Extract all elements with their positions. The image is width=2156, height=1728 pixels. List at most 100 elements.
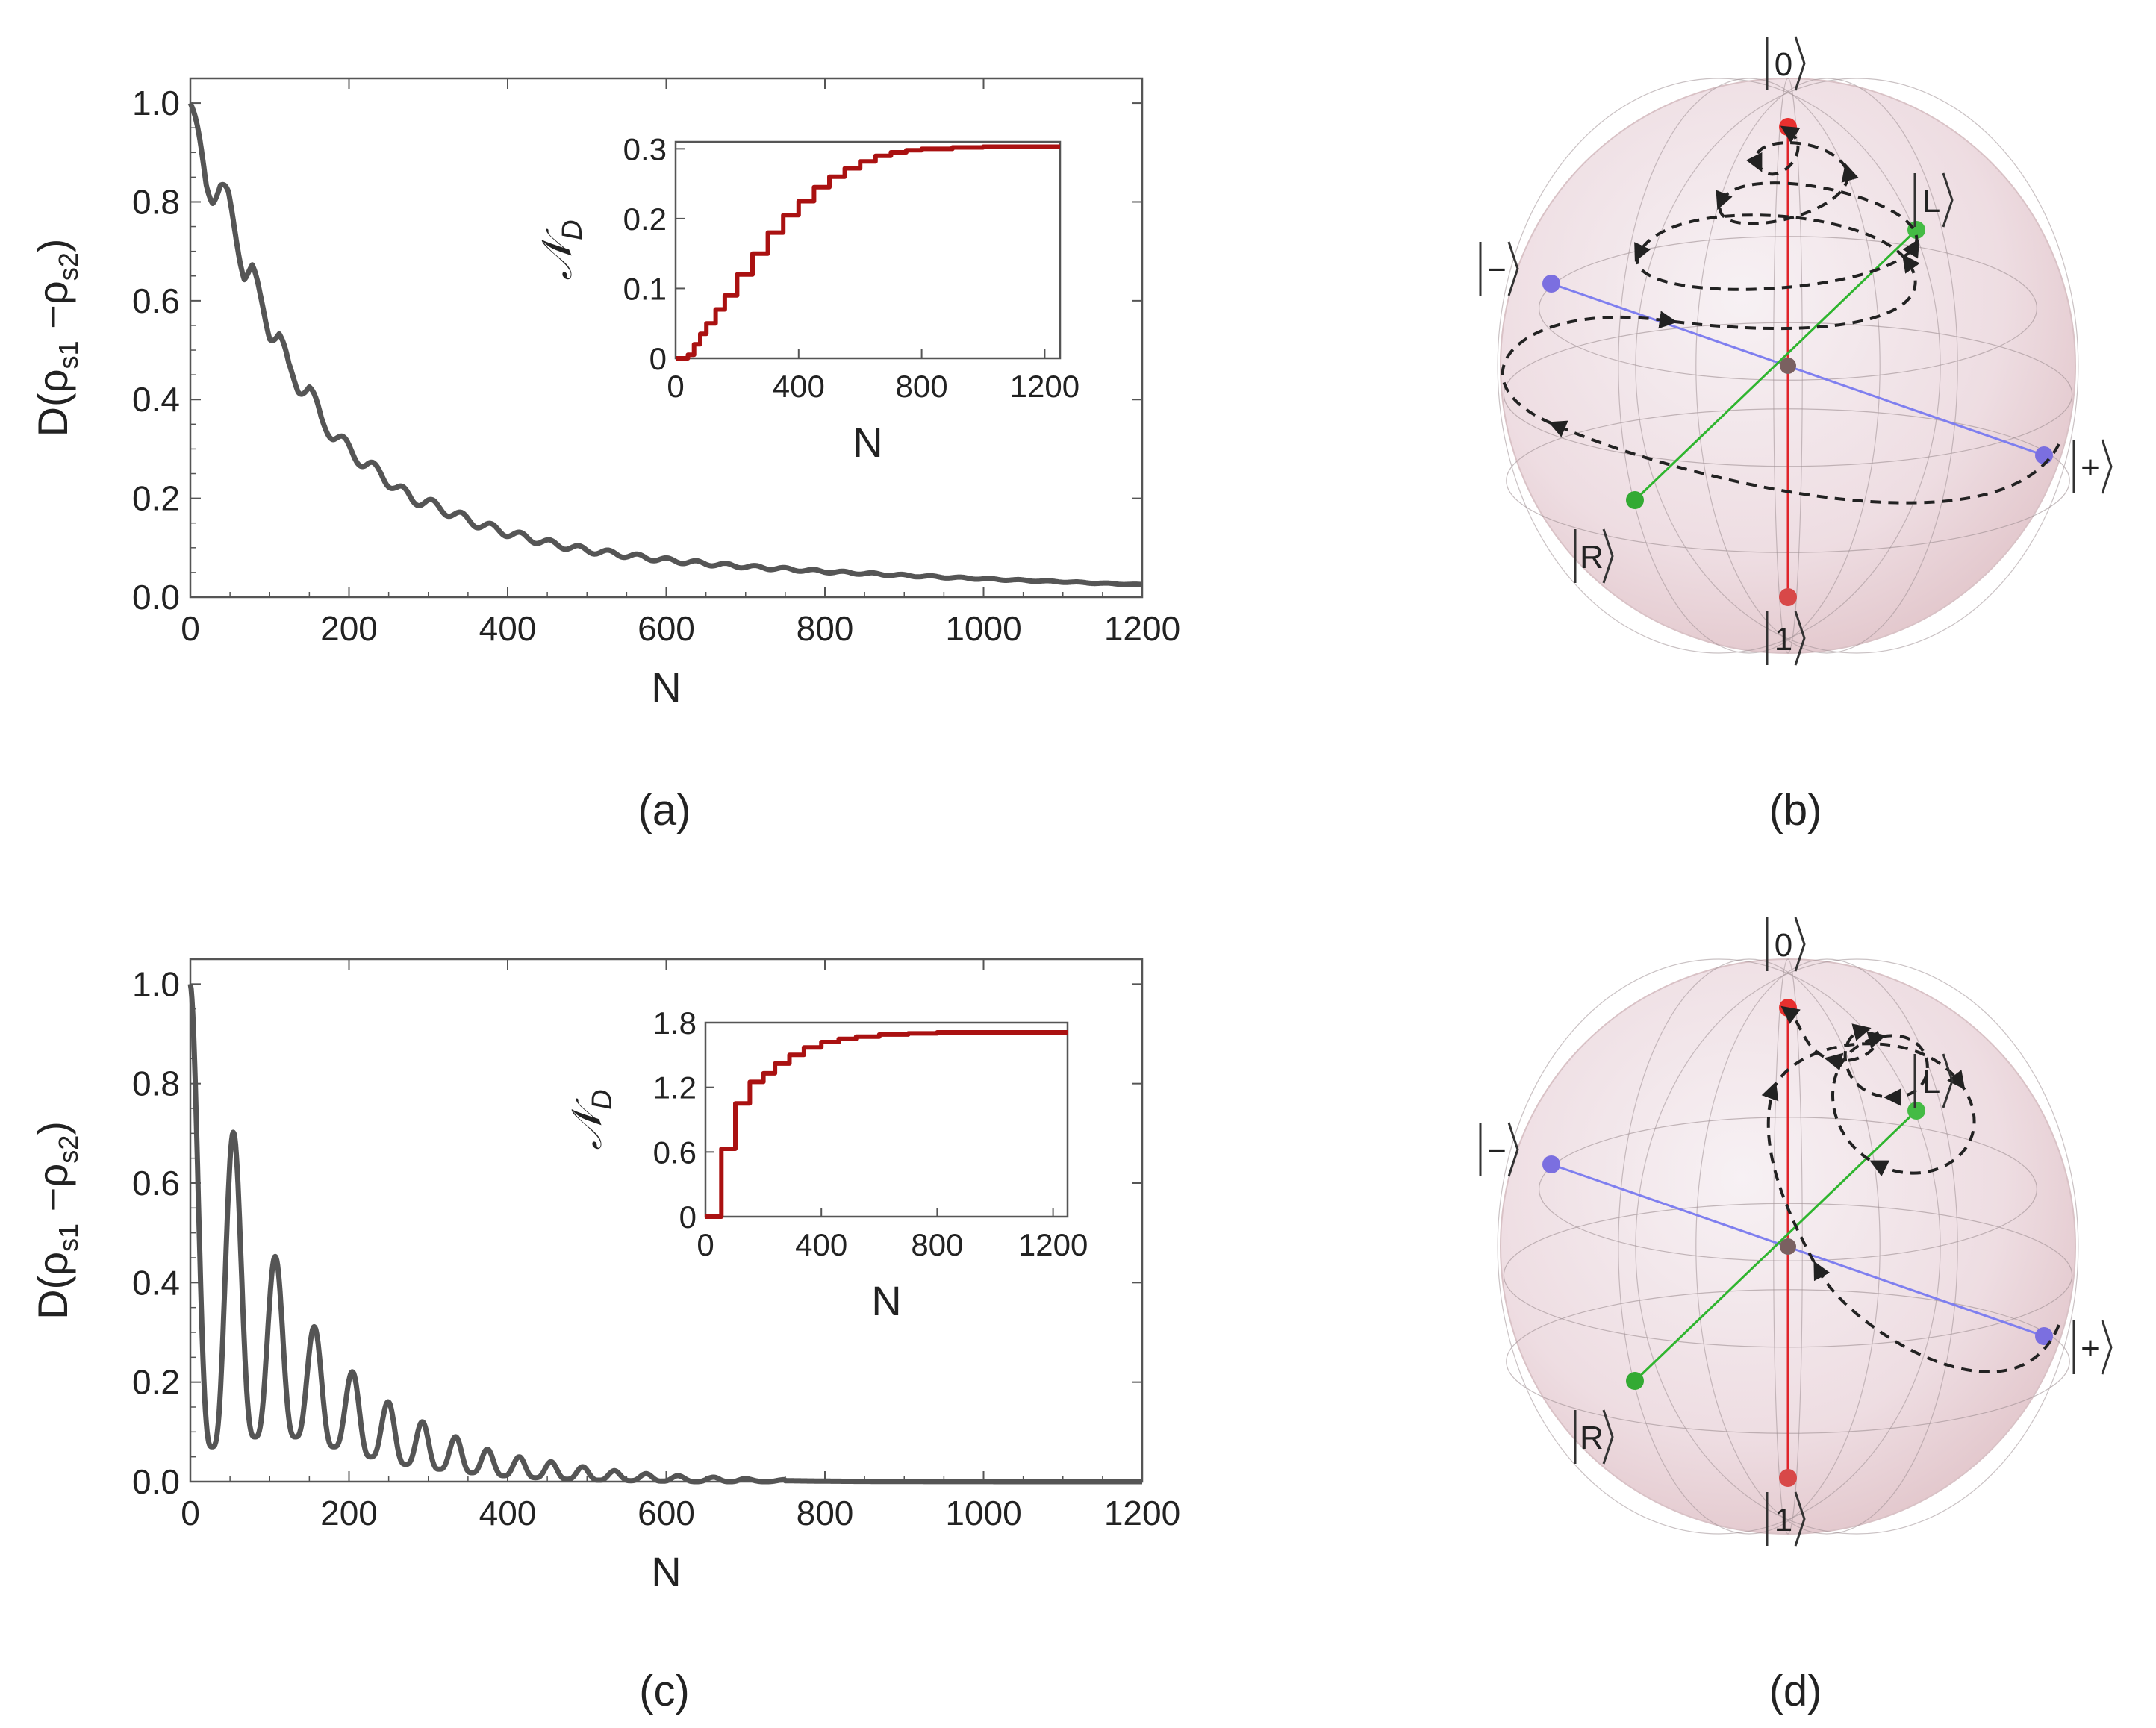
bloch-sphere-d: 0 1 − + L R bbox=[1479, 917, 2113, 1547]
inset-frame bbox=[704, 1021, 1069, 1218]
state-R-point bbox=[1626, 491, 1644, 509]
chart-a-plot: 0 200 400 600 800 1000 1200 0.0 0.2 0.4 0.6 0.8 1.0 N… bbox=[29, 77, 1180, 711]
ket-label: L bbox=[1922, 1064, 1940, 1100]
ket-label: R bbox=[1580, 539, 1604, 576]
ket-label: − bbox=[1487, 1132, 1507, 1169]
inset-chart: 0 400 800 1200 0 0.6 1.2 1.8 N 𝒩D bbox=[563, 1005, 1088, 1324]
inset-y-tick-label: 1.8 bbox=[653, 1005, 697, 1041]
ket-R-label: R bbox=[1574, 1409, 1614, 1465]
inset-x-axis-label: N bbox=[871, 1277, 901, 1324]
inset-y-axis-label: 𝒩D bbox=[563, 1089, 618, 1150]
ket-1-label: 1 bbox=[1766, 1491, 1806, 1547]
panel-a-label: (a) bbox=[638, 786, 691, 835]
inset-x-tick-label: 1200 bbox=[1018, 1227, 1088, 1262]
x-tick-label: 1200 bbox=[1104, 609, 1180, 648]
x-tick-label: 600 bbox=[638, 1494, 695, 1532]
x-tick-label: 1200 bbox=[1104, 1494, 1180, 1532]
state-plus-point bbox=[2035, 446, 2053, 464]
longitude-line bbox=[1635, 958, 2079, 1535]
panel-b-label: (b) bbox=[1769, 786, 1822, 835]
state-1-point bbox=[1779, 1469, 1797, 1487]
origin-point bbox=[1780, 1238, 1796, 1255]
state-R-point bbox=[1626, 1372, 1644, 1390]
ket-angle bbox=[1794, 917, 1806, 972]
panel-c-label: (c) bbox=[639, 1667, 690, 1715]
ket-L-label: L bbox=[1913, 172, 1954, 228]
y-tick-label: 0.4 bbox=[132, 1263, 180, 1302]
inset-y-tick-label: 0.1 bbox=[623, 271, 667, 306]
y-axis-label: D(ρs1 −ρs2) bbox=[29, 1121, 84, 1320]
panel-d: 0 1 − + L R (d) bbox=[1479, 917, 2113, 1715]
ket-angle bbox=[2101, 439, 2113, 494]
y-tick-label: 0.8 bbox=[132, 182, 180, 221]
state-0-point bbox=[1779, 999, 1797, 1017]
ket-label: L bbox=[1922, 183, 1940, 219]
x-tick-label: 600 bbox=[638, 609, 695, 648]
ket-label: 0 bbox=[1775, 927, 1792, 964]
panel-b: 0 1 − + L R (b) bbox=[1479, 36, 2113, 835]
ket-angle bbox=[2101, 1320, 2113, 1375]
inset-y-tick-label: 0.2 bbox=[623, 202, 667, 237]
ket-label: 0 bbox=[1775, 46, 1792, 83]
state-plus-point bbox=[2035, 1327, 2053, 1345]
panel-d-label: (d) bbox=[1769, 1667, 1822, 1715]
ket-label: 1 bbox=[1775, 1502, 1792, 1538]
y-tick-label: 0.0 bbox=[132, 578, 180, 617]
longitude-line bbox=[1497, 78, 1941, 654]
ket-angle bbox=[1602, 528, 1614, 584]
y-tick-label: 0.4 bbox=[132, 380, 180, 419]
y-tick-label: 0.0 bbox=[132, 1462, 180, 1501]
trajectory-path bbox=[1761, 1005, 2060, 1373]
inset-x-tick-label: 800 bbox=[911, 1227, 963, 1262]
data-line-D bbox=[187, 102, 1144, 587]
ket-label: + bbox=[2081, 1330, 2100, 1367]
state-minus-point bbox=[1542, 275, 1560, 293]
ket-angle bbox=[1794, 1491, 1806, 1547]
y-tick-label: 1.0 bbox=[132, 84, 180, 122]
x-tick-label: 0 bbox=[181, 609, 200, 648]
ket-label: R bbox=[1580, 1420, 1604, 1456]
y-axis-label: D(ρs1 −ρs2) bbox=[29, 239, 84, 437]
ket-1-label: 1 bbox=[1766, 611, 1806, 666]
bloch-sphere-b: 0 1 − + L R bbox=[1479, 36, 2113, 666]
x-tick-label: 0 bbox=[181, 1494, 200, 1532]
ket-angle bbox=[1942, 172, 1954, 228]
y-tick-label: 0.6 bbox=[132, 1164, 180, 1203]
ket-angle bbox=[1507, 241, 1519, 296]
inset-frame bbox=[674, 140, 1062, 360]
inset-x-tick-label: 400 bbox=[795, 1227, 847, 1262]
ket-R-label: R bbox=[1574, 528, 1614, 584]
ket-angle bbox=[1794, 36, 1806, 91]
x-axis-label: N bbox=[651, 664, 681, 711]
ket-label: 1 bbox=[1775, 621, 1792, 658]
inset-x-axis-label: N bbox=[853, 419, 882, 466]
panel-c: 0 200 400 600 800 1000 1200 0.0 0.2 0.4 0.6 0.8 1.0 N… bbox=[29, 958, 1180, 1715]
panel-a: 0 200 400 600 800 1000 1200 0.0 0.2 0.4 0.6 0.8 1.0 N… bbox=[29, 77, 1180, 835]
origin-point bbox=[1780, 358, 1796, 374]
ket-angle bbox=[1602, 1409, 1614, 1465]
x-tick-label: 200 bbox=[320, 1494, 378, 1532]
inset-y-tick-label: 0 bbox=[649, 341, 667, 376]
inset-chart: 0 400 800 1200 0 0.1 0.2 0.3 N 𝒩D bbox=[533, 131, 1079, 466]
inset-x-tick-label: 0 bbox=[697, 1227, 714, 1262]
inset-x-tick-label: 1200 bbox=[1010, 369, 1079, 404]
ket-0-label: 0 bbox=[1766, 36, 1806, 91]
ket-plus-label: + bbox=[2072, 1320, 2113, 1375]
x-tick-label: 800 bbox=[797, 1494, 854, 1532]
state-1-point bbox=[1779, 588, 1797, 606]
x-tick-label: 800 bbox=[797, 609, 854, 648]
inset-data-line-ND bbox=[705, 1030, 1068, 1219]
x-tick-label: 1000 bbox=[945, 1494, 1021, 1532]
ket-L-label: L bbox=[1913, 1053, 1954, 1108]
x-axis-label: N bbox=[651, 1548, 681, 1595]
trajectory-path bbox=[1501, 125, 2060, 505]
inset-y-tick-label: 0.6 bbox=[653, 1135, 697, 1170]
x-tick-label: 1000 bbox=[945, 609, 1021, 648]
state-0-point bbox=[1779, 118, 1797, 136]
ket-0-label: 0 bbox=[1766, 917, 1806, 972]
state-minus-point bbox=[1542, 1155, 1560, 1173]
x-tick-label: 400 bbox=[479, 1494, 537, 1532]
inset-x-tick-label: 400 bbox=[773, 369, 825, 404]
y-tick-label: 0.6 bbox=[132, 281, 180, 320]
